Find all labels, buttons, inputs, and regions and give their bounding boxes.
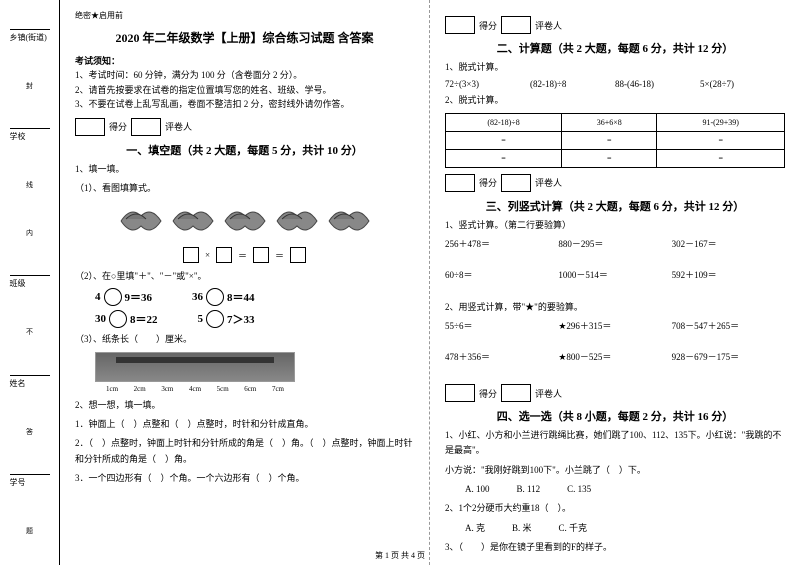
- field-id: [10, 474, 50, 475]
- s4q1: 1、小红、小方和小兰进行跳绳比赛，她们跳了100、112、135下。小红说："我…: [445, 428, 785, 459]
- q1a: （1）、看图填算式。: [75, 181, 414, 196]
- q2c: 3．一个四边形有（ ）个角。一个六边形有（ ）个角。: [75, 471, 414, 486]
- score-box-1: 得分 评卷人: [75, 118, 414, 136]
- s3-row3: 55÷6＝★296＋315＝708－547＋265＝: [445, 319, 785, 332]
- score-box-3: 得分 评卷人: [445, 174, 785, 192]
- s3-row1: 256＋478＝880－295＝302－167＝: [445, 237, 785, 250]
- left-column: 绝密★启用前 2020 年二年级数学【上册】综合练习试题 含答案 考试须知： 1…: [60, 0, 430, 565]
- score-box-4: 得分 评卷人: [445, 384, 785, 402]
- s4q1b: 小方说："我刚好跳到100下"。小兰跳了（ ）下。: [445, 463, 785, 478]
- circle-eq-1: 49＝36: [95, 288, 152, 306]
- field-class: [10, 275, 50, 276]
- s2q2: 2、脱式计算。: [445, 93, 785, 108]
- s3q1: 1、竖式计算。（第二行要验算）: [445, 218, 785, 233]
- right-column: 得分 评卷人 二、计算题（共 2 大题，每题 6 分，共计 12 分） 1、脱式…: [430, 0, 800, 565]
- q1c: （3）、纸条长（ ）厘米。: [75, 332, 414, 347]
- q2: 2、想一想，填一填。: [75, 398, 414, 413]
- binding-margin: 乡镇(街道) 封 学校 线 内 班级 不 姓名 答 学号 题: [0, 0, 60, 565]
- s3-row4: 478＋356＝★800－525＝928－679－175＝: [445, 350, 785, 363]
- section-3-title: 三、列竖式计算（共 2 大题，每题 6 分，共计 12 分）: [445, 198, 785, 214]
- q2a: 1．钟面上（ ）点整和（ ）点整时，时针和分针成直角。: [75, 417, 414, 432]
- s3q2: 2、用竖式计算，带"★"的要验算。: [445, 300, 785, 315]
- s2q1: 1、脱式计算。: [445, 60, 785, 75]
- calc-table: (82-18)÷836+6×891-(29+39) === ===: [445, 113, 785, 168]
- score-box-2: 得分 评卷人: [445, 16, 785, 34]
- secret-tag: 绝密★启用前: [75, 10, 414, 21]
- s4o1: A. 100 B. 112 C. 135: [445, 482, 785, 497]
- notice-2: 2、请首先按要求在试卷的指定位置填写您的姓名、班级、学号。: [75, 83, 414, 97]
- section-1-title: 一、填空题（共 2 大题，每题 5 分，共计 10 分）: [75, 142, 414, 158]
- notice-header: 考试须知：: [75, 54, 414, 68]
- section-2-title: 二、计算题（共 2 大题，每题 6 分，共计 12 分）: [445, 40, 785, 56]
- exam-title: 2020 年二年级数学【上册】综合练习试题 含答案: [75, 29, 414, 46]
- section-4-title: 四、选一选（共 8 小题，每题 2 分，共计 16 分）: [445, 408, 785, 424]
- q2b: 2．（ ）点整时，钟面上时针和分针所成的角是（ ）角。（ ）点整时，钟面上时针和…: [75, 436, 414, 467]
- q1b: （2）、在○里填"＋"、"－"或"×"。: [75, 269, 414, 284]
- calc-row-1: 72÷(3×3)(82-18)÷888-(46-18)5×(28÷7): [445, 79, 785, 89]
- s3-row2: 60÷8＝1000－514＝592＋109＝: [445, 268, 785, 281]
- circle-eq-4: 57＞33: [198, 310, 255, 328]
- field-name: [10, 375, 50, 376]
- s4q2: 2、1个2分硬币大约重18（ ）。: [445, 501, 785, 516]
- s4o2: A. 克 B. 米 C. 千克: [445, 521, 785, 536]
- field-school: [10, 128, 50, 129]
- field-township: [10, 29, 50, 30]
- notice-1: 1、考试时间：60 分钟，满分为 100 分（含卷面分 2 分）。: [75, 68, 414, 82]
- q1: 1、填一填。: [75, 162, 414, 177]
- page-footer: 第 1 页 共 4 页: [0, 550, 800, 561]
- equation-boxes: ×＝＝: [75, 247, 414, 263]
- circle-eq-2: 368＝44: [192, 288, 255, 306]
- notice-3: 3、不要在试卷上乱写乱画，卷面不整洁扣 2 分，密封线外请勿作答。: [75, 97, 414, 111]
- leaf-images: [75, 201, 414, 241]
- ruler-image: 1cm2cm3cm4cm5cm6cm7cm: [95, 352, 414, 382]
- circle-eq-3: 308＝22: [95, 310, 158, 328]
